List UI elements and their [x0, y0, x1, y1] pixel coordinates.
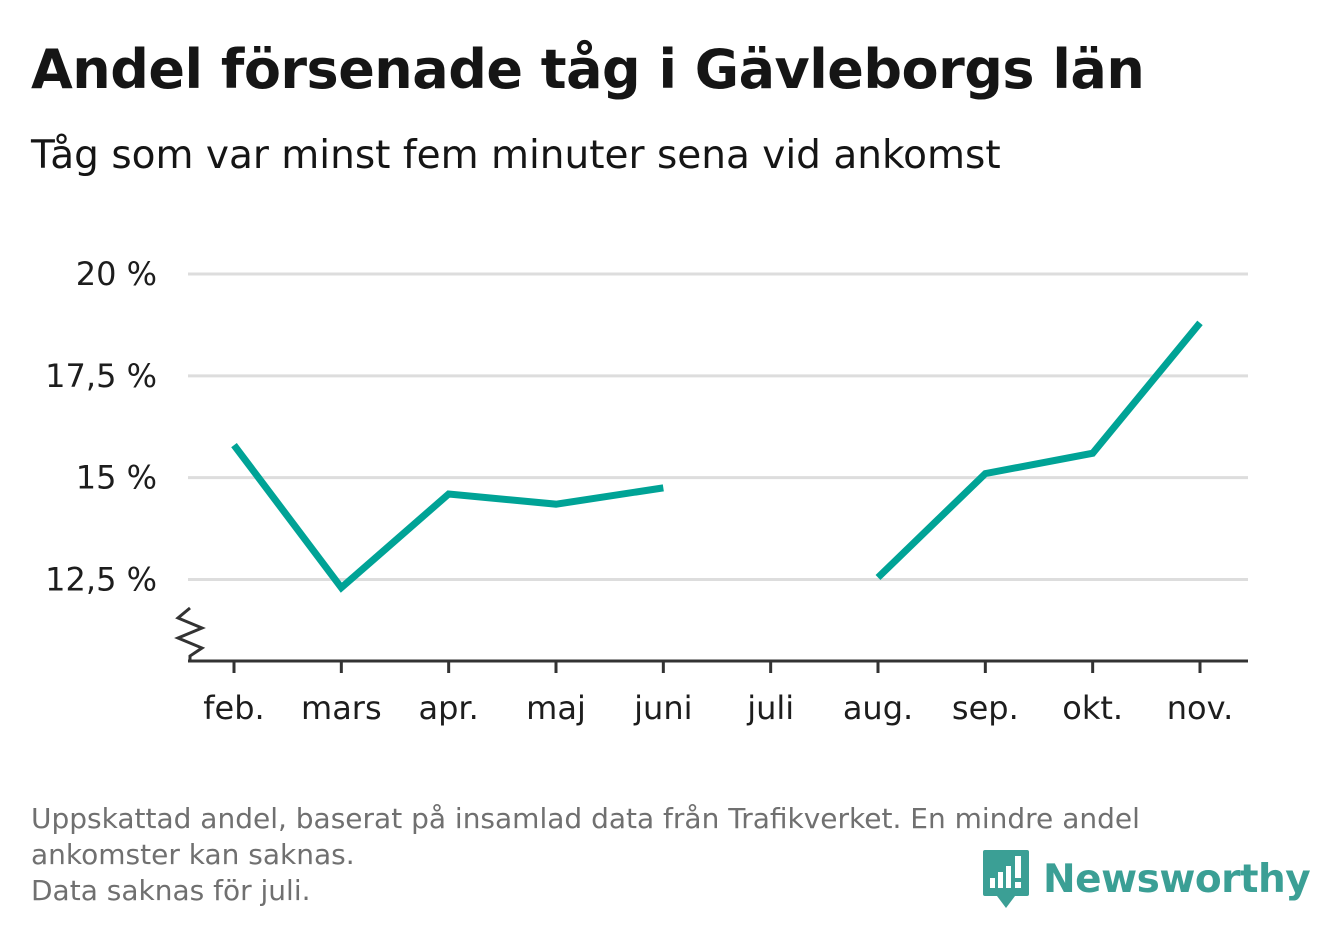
- x-tick-label: apr.: [419, 689, 479, 727]
- x-tick-label: mars: [301, 689, 382, 727]
- newsworthy-logo: Newsworthy: [981, 848, 1311, 910]
- x-tick-label: juli: [746, 689, 794, 727]
- series-line: [875, 320, 1203, 581]
- x-tick-label: aug.: [843, 689, 913, 727]
- chart-title: Andel försenade tåg i Gävleborgs län: [31, 38, 1145, 101]
- x-tick-label: feb.: [203, 689, 264, 727]
- y-tick-label: 15 %: [76, 459, 157, 497]
- chart-subtitle: Tåg som var minst fem minuter sena vid a…: [31, 133, 1001, 178]
- y-tick-label: 20 %: [76, 255, 157, 293]
- footnote-line-2: ankomster kan saknas.: [31, 838, 355, 871]
- grid-lines: [188, 272, 1248, 582]
- x-tick-label: maj: [526, 689, 586, 727]
- series-line: [231, 442, 664, 593]
- footnote: Uppskattad andel, baserat på insamlad da…: [31, 801, 1281, 909]
- x-tick-label: sep.: [952, 689, 1019, 727]
- x-tick-label: nov.: [1167, 689, 1233, 727]
- x-axis: feb. mars apr. maj juni juli aug. sep. okt. nov.: [174, 606, 1248, 727]
- newsworthy-logo-icon: [983, 850, 1029, 908]
- footnote-line-3: Data saknas för juli.: [31, 874, 311, 907]
- series-lines: [231, 320, 1203, 593]
- y-tick-label: 12,5 %: [45, 561, 157, 599]
- axis-break-icon: [174, 606, 206, 661]
- footnote-line-1: Uppskattad andel, baserat på insamlad da…: [31, 802, 1140, 835]
- line-chart: 12,5 % 15 % 17,5 % 20 % feb. mars apr. maj juni…: [45, 255, 1248, 727]
- x-tick-label: okt.: [1062, 689, 1123, 727]
- y-tick-label: 17,5 %: [45, 357, 157, 395]
- y-axis-ticks: 12,5 % 15 % 17,5 % 20 %: [45, 255, 157, 599]
- logo-text: Newsworthy: [1043, 856, 1311, 902]
- x-tick-label: juni: [633, 689, 692, 727]
